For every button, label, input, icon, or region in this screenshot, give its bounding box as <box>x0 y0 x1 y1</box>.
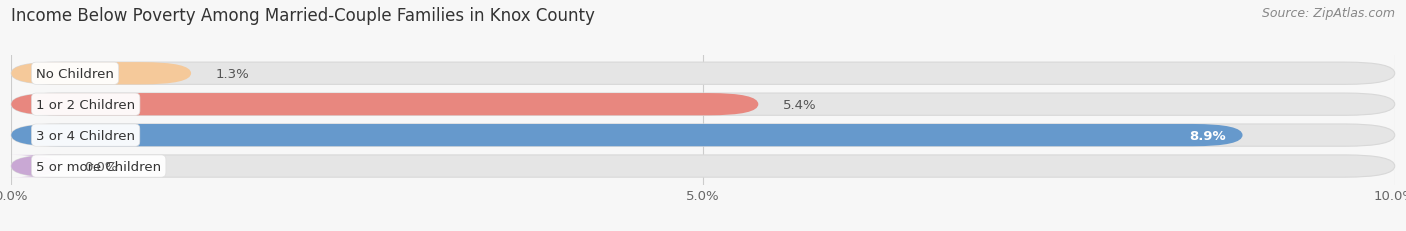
FancyBboxPatch shape <box>11 125 1395 147</box>
Text: 3 or 4 Children: 3 or 4 Children <box>37 129 135 142</box>
Text: 5 or more Children: 5 or more Children <box>37 160 162 173</box>
Text: 1.3%: 1.3% <box>217 67 250 80</box>
FancyBboxPatch shape <box>11 125 1243 147</box>
Text: No Children: No Children <box>37 67 114 80</box>
Text: Source: ZipAtlas.com: Source: ZipAtlas.com <box>1261 7 1395 20</box>
Text: 5.4%: 5.4% <box>783 98 817 111</box>
FancyBboxPatch shape <box>11 63 1395 85</box>
FancyBboxPatch shape <box>10 155 60 177</box>
FancyBboxPatch shape <box>11 94 1395 116</box>
Text: 8.9%: 8.9% <box>1189 129 1226 142</box>
Text: 0.0%: 0.0% <box>84 160 118 173</box>
FancyBboxPatch shape <box>11 63 191 85</box>
FancyBboxPatch shape <box>11 155 1395 177</box>
Text: 1 or 2 Children: 1 or 2 Children <box>37 98 135 111</box>
Text: Income Below Poverty Among Married-Couple Families in Knox County: Income Below Poverty Among Married-Coupl… <box>11 7 595 25</box>
FancyBboxPatch shape <box>11 94 758 116</box>
